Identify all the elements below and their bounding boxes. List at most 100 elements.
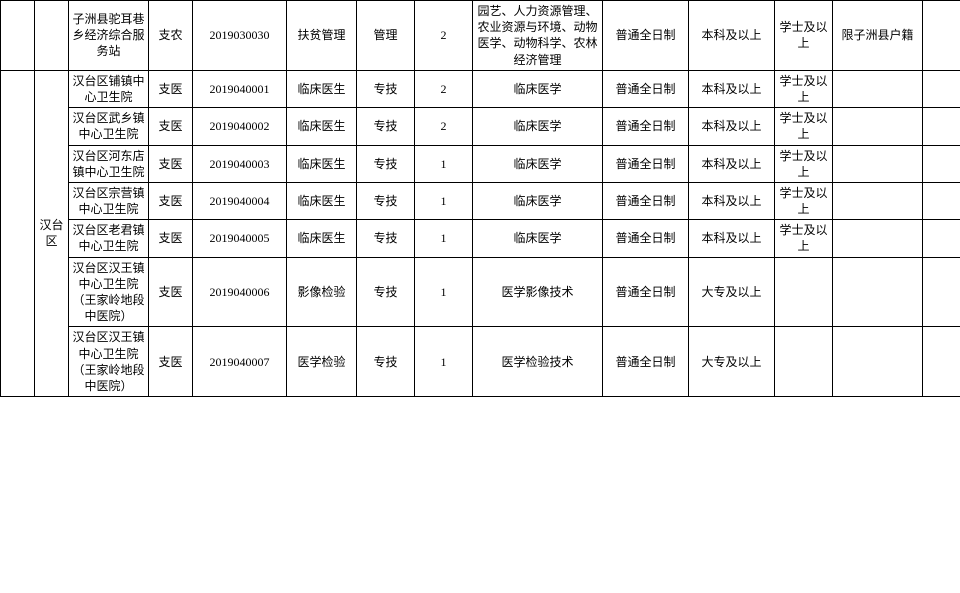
cell-extra: [923, 257, 960, 327]
cell-edutype: 普通全日制: [603, 182, 689, 219]
cell-edulevel: 本科及以上: [689, 70, 775, 107]
table-row: 汉台区汉王镇中心卫生院（王家岭地段中医院） 支医 2019040007 医学检验…: [1, 327, 960, 397]
cell-major: 临床医学: [473, 182, 603, 219]
cell-post: 影像检验: [287, 257, 357, 327]
cell-region-a: [1, 70, 35, 396]
cell-count: 2: [415, 70, 473, 107]
cell-count: 1: [415, 257, 473, 327]
cell-degree: 学士及以上: [775, 108, 833, 145]
table-row: 汉台区汉王镇中心卫生院（王家岭地段中医院） 支医 2019040006 影像检验…: [1, 257, 960, 327]
table-row: 汉台区老君镇中心卫生院 支医 2019040005 临床医生 专技 1 临床医学…: [1, 220, 960, 257]
cell-type: 支医: [149, 70, 193, 107]
cell-cat: 专技: [357, 70, 415, 107]
cell-major: 园艺、人力资源管理、农业资源与环境、动物医学、动物科学、农林经济管理: [473, 1, 603, 71]
cell-major: 临床医学: [473, 220, 603, 257]
cell-code: 2019030030: [193, 1, 287, 71]
cell-post: 临床医生: [287, 145, 357, 182]
cell-type: 支医: [149, 182, 193, 219]
cell-extra: [923, 1, 960, 71]
cell-edulevel: 大专及以上: [689, 327, 775, 397]
cell-edulevel: 本科及以上: [689, 220, 775, 257]
cell-post: 临床医生: [287, 108, 357, 145]
cell-code: 2019040006: [193, 257, 287, 327]
cell-cat: 专技: [357, 145, 415, 182]
cell-unit: 汉台区武乡镇中心卫生院: [69, 108, 149, 145]
cell-cat: 专技: [357, 220, 415, 257]
cell-code: 2019040005: [193, 220, 287, 257]
table-row: 汉台区河东店镇中心卫生院 支医 2019040003 临床医生 专技 1 临床医…: [1, 145, 960, 182]
table-body: 子洲县驼耳巷乡经济综合服务站 支农 2019030030 扶贫管理 管理 2 园…: [1, 1, 960, 397]
cell-unit: 汉台区老君镇中心卫生院: [69, 220, 149, 257]
cell-extra: [923, 145, 960, 182]
cell-unit: 汉台区汉王镇中心卫生院（王家岭地段中医院）: [69, 257, 149, 327]
cell-major: 临床医学: [473, 145, 603, 182]
table-row: 汉台区 汉台区铺镇中心卫生院 支医 2019040001 临床医生 专技 2 临…: [1, 70, 960, 107]
cell-code: 2019040002: [193, 108, 287, 145]
cell-type: 支农: [149, 1, 193, 71]
cell-count: 1: [415, 220, 473, 257]
cell-edutype: 普通全日制: [603, 257, 689, 327]
cell-cat: 管理: [357, 1, 415, 71]
cell-edulevel: 本科及以上: [689, 108, 775, 145]
page-container: 子洲县驼耳巷乡经济综合服务站 支农 2019030030 扶贫管理 管理 2 园…: [0, 0, 960, 593]
cell-major: 临床医学: [473, 108, 603, 145]
table-row: 汉台区宗营镇中心卫生院 支医 2019040004 临床医生 专技 1 临床医学…: [1, 182, 960, 219]
cell-degree: [775, 327, 833, 397]
cell-edulevel: 本科及以上: [689, 182, 775, 219]
cell-major: 医学影像技术: [473, 257, 603, 327]
cell-extra: [923, 182, 960, 219]
cell-extra: [923, 108, 960, 145]
cell-edulevel: 大专及以上: [689, 257, 775, 327]
cell-degree: 学士及以上: [775, 145, 833, 182]
cell-major: 医学检验技术: [473, 327, 603, 397]
cell-extra: [923, 70, 960, 107]
cell-code: 2019040003: [193, 145, 287, 182]
cell-post: 临床医生: [287, 220, 357, 257]
cell-edutype: 普通全日制: [603, 70, 689, 107]
cell-code: 2019040001: [193, 70, 287, 107]
cell-cat: 专技: [357, 108, 415, 145]
cell-degree: [775, 257, 833, 327]
cell-edutype: 普通全日制: [603, 327, 689, 397]
cell-edutype: 普通全日制: [603, 1, 689, 71]
cell-note: [833, 70, 923, 107]
cell-type: 支医: [149, 145, 193, 182]
cell-edulevel: 本科及以上: [689, 1, 775, 71]
cell-region-a: [1, 1, 35, 71]
cell-degree: 学士及以上: [775, 220, 833, 257]
cell-extra: [923, 327, 960, 397]
cell-unit: 汉台区河东店镇中心卫生院: [69, 145, 149, 182]
cell-code: 2019040007: [193, 327, 287, 397]
cell-cat: 专技: [357, 182, 415, 219]
cell-note: [833, 220, 923, 257]
cell-extra: [923, 220, 960, 257]
cell-type: 支医: [149, 327, 193, 397]
cell-edutype: 普通全日制: [603, 108, 689, 145]
cell-edutype: 普通全日制: [603, 220, 689, 257]
cell-code: 2019040004: [193, 182, 287, 219]
cell-note: [833, 182, 923, 219]
cell-cat: 专技: [357, 327, 415, 397]
cell-note: [833, 108, 923, 145]
table-row: 子洲县驼耳巷乡经济综合服务站 支农 2019030030 扶贫管理 管理 2 园…: [1, 1, 960, 71]
cell-unit: 汉台区铺镇中心卫生院: [69, 70, 149, 107]
cell-region-b: 汉台区: [35, 70, 69, 396]
table-row: 汉台区武乡镇中心卫生院 支医 2019040002 临床医生 专技 2 临床医学…: [1, 108, 960, 145]
cell-degree: 学士及以上: [775, 182, 833, 219]
cell-count: 1: [415, 145, 473, 182]
cell-post: 临床医生: [287, 182, 357, 219]
cell-type: 支医: [149, 220, 193, 257]
cell-edutype: 普通全日制: [603, 145, 689, 182]
cell-type: 支医: [149, 257, 193, 327]
cell-note: 限子洲县户籍: [833, 1, 923, 71]
cell-post: 临床医生: [287, 70, 357, 107]
recruitment-table: 子洲县驼耳巷乡经济综合服务站 支农 2019030030 扶贫管理 管理 2 园…: [0, 0, 960, 397]
cell-count: 1: [415, 327, 473, 397]
cell-unit: 汉台区宗营镇中心卫生院: [69, 182, 149, 219]
cell-count: 1: [415, 182, 473, 219]
cell-major: 临床医学: [473, 70, 603, 107]
cell-post: 扶贫管理: [287, 1, 357, 71]
cell-note: [833, 257, 923, 327]
cell-count: 2: [415, 108, 473, 145]
cell-edulevel: 本科及以上: [689, 145, 775, 182]
